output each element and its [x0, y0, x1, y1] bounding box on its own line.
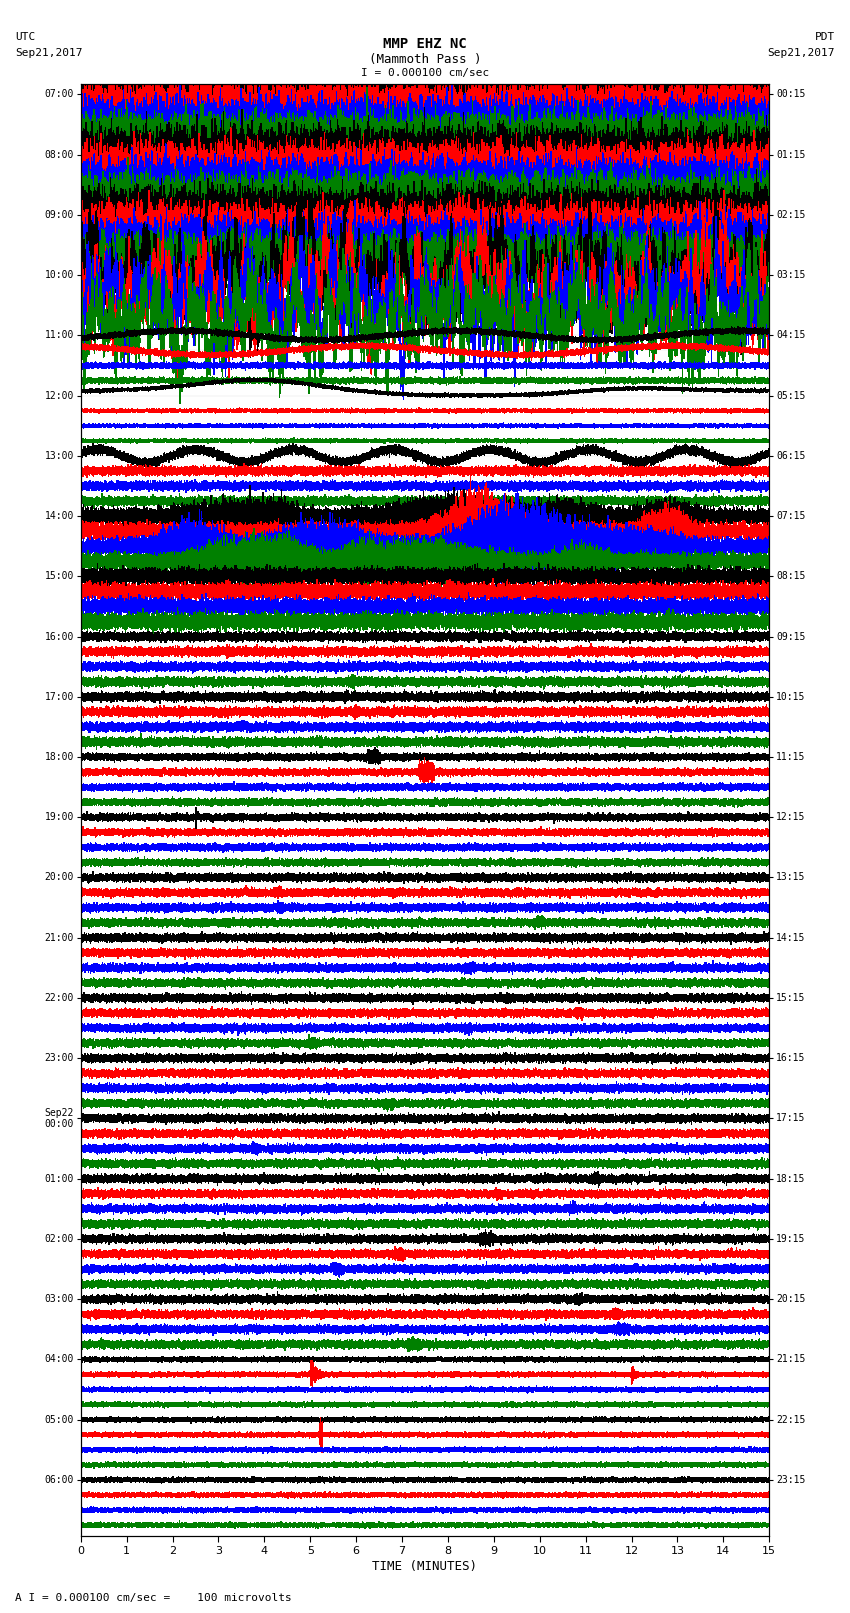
- Text: I = 0.000100 cm/sec: I = 0.000100 cm/sec: [361, 68, 489, 77]
- Text: (Mammoth Pass ): (Mammoth Pass ): [369, 53, 481, 66]
- Text: Sep21,2017: Sep21,2017: [768, 48, 835, 58]
- Text: UTC: UTC: [15, 32, 36, 42]
- Text: A I = 0.000100 cm/sec =    100 microvolts: A I = 0.000100 cm/sec = 100 microvolts: [15, 1594, 292, 1603]
- Text: MMP EHZ NC: MMP EHZ NC: [383, 37, 467, 52]
- Text: PDT: PDT: [814, 32, 835, 42]
- X-axis label: TIME (MINUTES): TIME (MINUTES): [372, 1560, 478, 1573]
- Text: Sep21,2017: Sep21,2017: [15, 48, 82, 58]
